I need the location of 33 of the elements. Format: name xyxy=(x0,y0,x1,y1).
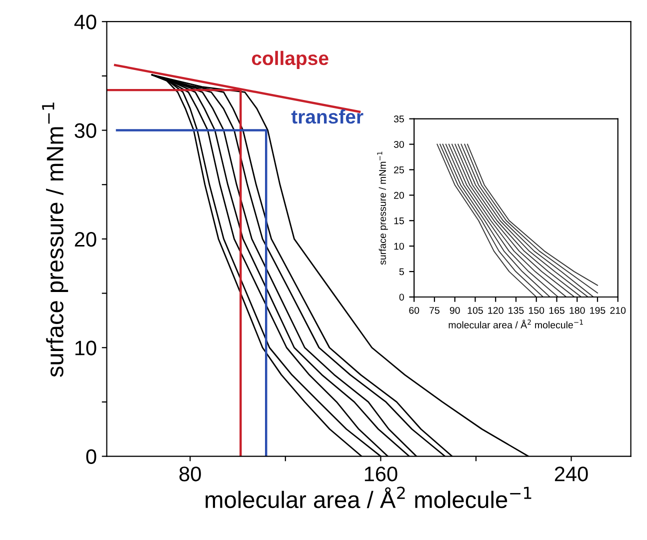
x-tick-label: 105 xyxy=(468,306,483,314)
y-tick-label: 10 xyxy=(75,340,96,356)
y-tick-label: 20 xyxy=(394,192,404,199)
x-tick-label: 120 xyxy=(488,306,504,314)
x-tick-label: 80 xyxy=(179,466,201,482)
x-axis-title: molecular area / Å$^{2}$ molecule$^{−1}$ xyxy=(206,486,532,508)
annotation: collapse xyxy=(252,50,328,69)
x-tick-label: 165 xyxy=(549,306,564,314)
annotation: transfer xyxy=(291,109,364,124)
x-tick-label: 210 xyxy=(610,306,626,314)
x-tick-label: 135 xyxy=(508,306,524,314)
y-tick-label: 25 xyxy=(394,166,404,174)
y-tick-label: 30 xyxy=(74,123,96,138)
x-tick-label: 195 xyxy=(590,306,606,314)
y-tick-label: 30 xyxy=(394,140,404,148)
x-tick-label: 75 xyxy=(430,307,440,314)
y-tick-label: 5 xyxy=(399,268,404,276)
x-tick-label: 240 xyxy=(554,466,588,482)
x-tick-label: 150 xyxy=(528,306,544,314)
x-tick-label: 90 xyxy=(450,306,460,314)
y-tick-label: 35 xyxy=(394,116,404,122)
y-tick-label: 0 xyxy=(399,294,404,301)
y-axis-title: surface pressure / mNm$^{−1}$ xyxy=(377,152,388,265)
y-tick-label: 10 xyxy=(394,242,404,250)
y-axis-title: surface pressure / mNm$^{−1}$ xyxy=(42,102,68,377)
x-tick-label: 180 xyxy=(570,306,585,314)
x-axis-title: molecular area / Å$^{2}$ molecule$^{−1}$ xyxy=(448,320,583,328)
x-tick-label: 60 xyxy=(409,306,420,314)
x-tick-label: 160 xyxy=(364,466,398,482)
y-tick-label: 15 xyxy=(394,217,404,224)
y-tick-label: 20 xyxy=(74,232,96,247)
y-tick-label: 0 xyxy=(86,449,96,464)
y-tick-label: 40 xyxy=(74,14,96,30)
